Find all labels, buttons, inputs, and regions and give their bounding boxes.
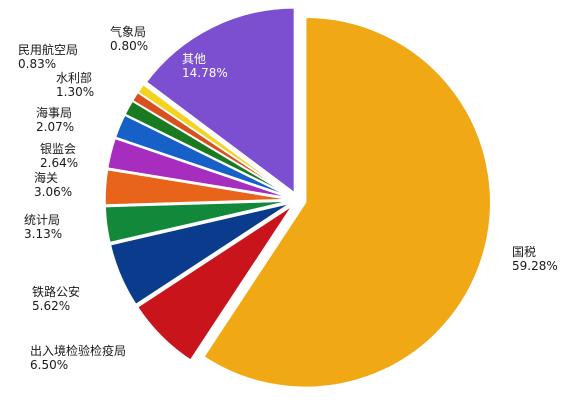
slice-category-label: 其他 [182,52,206,66]
pie-slice [202,16,492,388]
slice-category-label: 银监会 [40,142,76,156]
slice-category-label: 出入境检验检疫局 [30,343,126,358]
pie-slice [104,168,291,206]
slice-category-label: 统计局 [24,213,60,227]
slice-category-label: 铁路公安 [32,284,80,299]
slice-value-label: 6.50% [30,358,68,372]
pie-slice [104,200,291,244]
slice-value-label: 59.28% [512,259,558,273]
slice-value-label: 2.64% [40,156,78,170]
slice-value-label: 3.06% [34,185,72,199]
slice-category-label: 民用航空局 [18,42,78,57]
slice-value-label: 5.62% [32,299,70,313]
slice-value-label: 1.30% [56,85,94,99]
slice-value-label: 14.78% [182,66,228,80]
pie-slices [104,7,492,388]
slice-category-label: 海关 [34,170,58,185]
pie-slice [114,114,291,198]
pie-slice [109,202,292,306]
pie-slice [106,137,291,199]
slice-category-label: 海事局 [36,105,72,120]
pie-slice [145,7,296,195]
pie-slice [136,83,292,196]
slice-category-label: 水利部 [56,70,92,85]
slice-value-label: 2.07% [36,120,74,134]
slice-category-label: 气象局 [110,24,146,39]
slice-value-label: 0.80% [110,39,148,53]
slice-value-label: 0.83% [18,57,56,71]
slice-category-label: 国税 [512,245,536,259]
slice-value-label: 3.13% [24,227,62,241]
pie-slice [136,205,293,362]
